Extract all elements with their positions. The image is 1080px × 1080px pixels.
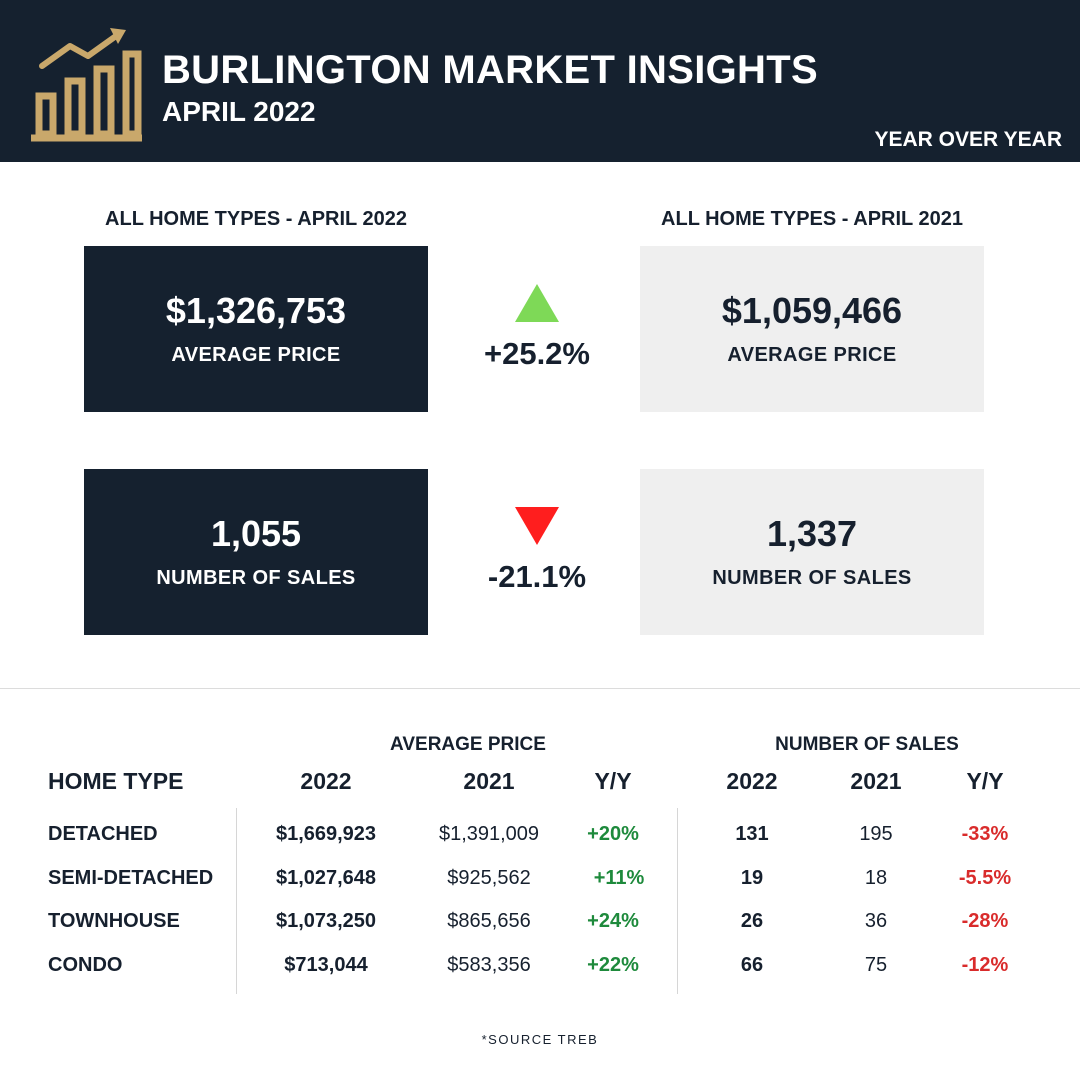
sales-change-indicator: -21.1%	[454, 507, 620, 595]
sales-2021-cell: 36	[864, 910, 888, 932]
price-yy-cell: +22%	[587, 954, 639, 976]
sales-change-percent: -21.1%	[487, 559, 587, 594]
previous-period-label: ALL HOME TYPES - APRIL 2021	[661, 208, 963, 230]
price-yy-cell: +11%	[593, 867, 645, 889]
home-type-cell: CONDO	[48, 954, 123, 976]
header-banner: BURLINGTON MARKET INSIGHTS APRIL 2022 YE…	[0, 0, 1080, 162]
header-price-2022: 2022	[300, 768, 352, 794]
home-type-cell: TOWNHOUSE	[48, 910, 180, 932]
header-sales-yy: Y/Y	[966, 768, 1004, 794]
price-yy-cell: +20%	[587, 823, 639, 845]
sales-yy-cell: -28%	[961, 910, 1009, 932]
price-2022-cell: $1,073,250	[275, 910, 377, 932]
home-type-cell: SEMI-DETACHED	[48, 867, 214, 889]
header-price-2021: 2021	[463, 768, 515, 794]
price-2021-cell: $865,656	[447, 910, 531, 932]
previous-average-price-card: $1,059,466 AVERAGE PRICE	[640, 246, 984, 412]
previous-average-price-value: $1,059,466	[721, 289, 903, 331]
previous-sales-card: 1,337 NUMBER OF SALES	[640, 469, 984, 635]
home-type-cell: DETACHED	[48, 823, 158, 845]
table-row: TOWNHOUSE $1,073,250 $865,656 +24% 26 36…	[0, 910, 1080, 940]
previous-sales-value: 1,337	[766, 512, 858, 554]
sales-2022-cell: 66	[740, 954, 764, 976]
header-price-yy: Y/Y	[594, 768, 632, 794]
rising-bar-chart-icon	[31, 28, 142, 142]
section-divider	[0, 688, 1080, 689]
price-2021-cell: $925,562	[447, 867, 531, 889]
sales-2021-cell: 75	[864, 954, 888, 976]
source-note: *SOURCE TREB	[481, 1032, 599, 1047]
average-price-group-label: AVERAGE PRICE	[390, 734, 546, 755]
header-home-type: HOME TYPE	[48, 768, 184, 794]
price-2022-cell: $1,027,648	[275, 867, 377, 889]
price-2021-cell: $1,391,009	[438, 823, 540, 845]
sales-2021-cell: 195	[859, 823, 893, 845]
page-title: BURLINGTON MARKET INSIGHTS	[162, 48, 818, 92]
price-change-percent: +25.2%	[483, 336, 590, 371]
sales-yy-cell: -5.5%	[958, 867, 1012, 889]
price-change-indicator: +25.2%	[454, 284, 620, 372]
price-2022-cell: $1,669,923	[275, 823, 377, 845]
header-sales-2021: 2021	[850, 768, 902, 794]
up-triangle-icon	[515, 284, 559, 322]
sales-yy-cell: -33%	[961, 823, 1009, 845]
price-2022-cell: $713,044	[284, 954, 368, 976]
sales-2022-cell: 26	[740, 910, 764, 932]
comparison-label: YEAR OVER YEAR	[874, 128, 1063, 151]
sales-2022-cell: 131	[735, 823, 769, 845]
price-yy-cell: +24%	[587, 910, 639, 932]
page-subtitle: APRIL 2022	[162, 96, 316, 127]
current-average-price-value: $1,326,753	[165, 289, 347, 331]
current-average-price-card: $1,326,753 AVERAGE PRICE	[84, 246, 428, 412]
number-of-sales-group-label: NUMBER OF SALES	[775, 734, 959, 755]
column-divider	[236, 808, 237, 994]
previous-average-price-caption: AVERAGE PRICE	[727, 344, 897, 367]
table-row: SEMI-DETACHED $1,027,648 $925,562 +11% 1…	[0, 867, 1080, 897]
header-sales-2022: 2022	[726, 768, 778, 794]
previous-sales-caption: NUMBER OF SALES	[712, 567, 912, 590]
sales-yy-cell: -12%	[961, 954, 1009, 976]
column-divider	[677, 808, 678, 994]
current-sales-card: 1,055 NUMBER OF SALES	[84, 469, 428, 635]
price-2021-cell: $583,356	[447, 954, 531, 976]
down-triangle-icon	[515, 507, 559, 545]
sales-2021-cell: 18	[864, 867, 888, 889]
current-sales-value: 1,055	[210, 512, 302, 554]
table-row: DETACHED $1,669,923 $1,391,009 +20% 131 …	[0, 823, 1080, 853]
table-row: CONDO $713,044 $583,356 +22% 66 75 -12%	[0, 954, 1080, 984]
current-sales-caption: NUMBER OF SALES	[156, 567, 356, 590]
sales-2022-cell: 19	[740, 867, 764, 889]
current-period-label: ALL HOME TYPES - APRIL 2022	[105, 208, 407, 230]
current-average-price-caption: AVERAGE PRICE	[171, 344, 341, 367]
